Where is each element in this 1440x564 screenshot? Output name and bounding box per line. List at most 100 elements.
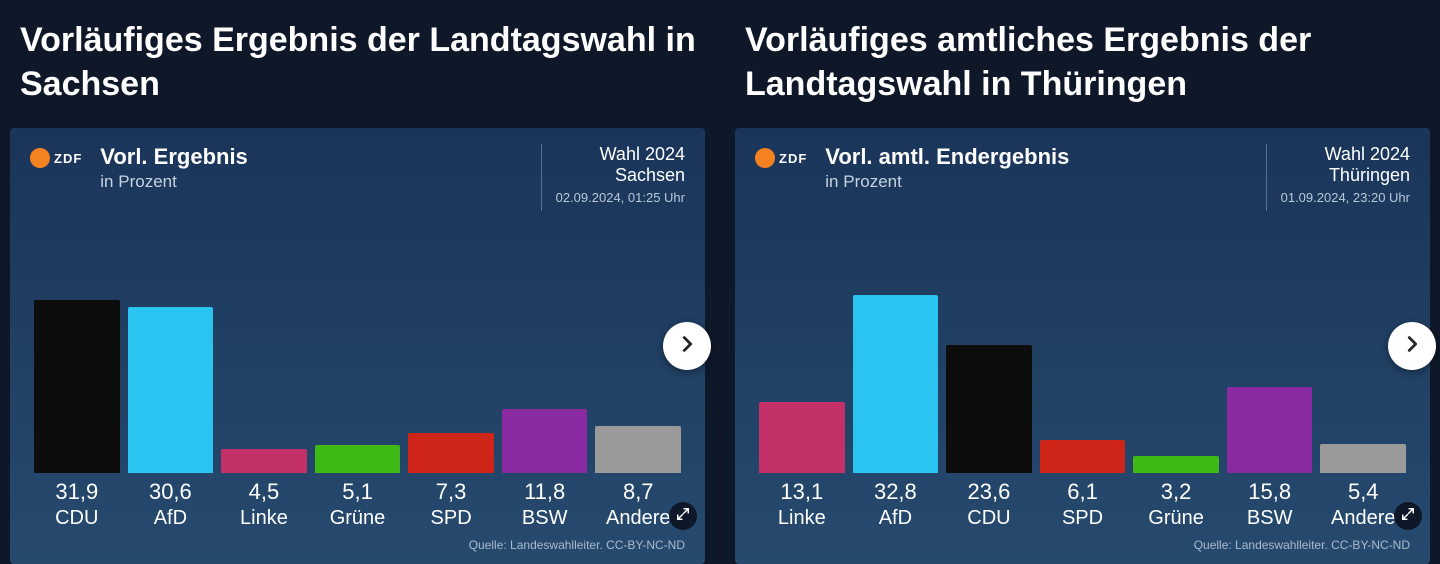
bar-label: Andere xyxy=(1320,507,1406,530)
chart-header: ZDF Vorl. amtl. Endergebnis in Prozent W… xyxy=(755,144,1410,211)
bar-container xyxy=(1133,283,1219,473)
chart-header-left: ZDF Vorl. Ergebnis in Prozent xyxy=(30,144,248,192)
zdf-logo: ZDF xyxy=(30,148,82,168)
bar xyxy=(221,449,307,473)
bar xyxy=(759,402,845,473)
bar-label: BSW xyxy=(1227,507,1313,530)
bar-value: 13,1 xyxy=(759,479,845,505)
bar-col-bsw: 15,8BSW xyxy=(1227,283,1313,530)
bar xyxy=(1133,456,1219,473)
expand-chart-button[interactable] xyxy=(1394,502,1422,530)
bar-label: Linke xyxy=(759,507,845,530)
bar-container xyxy=(1320,283,1406,473)
bar-value: 4,5 xyxy=(221,479,307,505)
next-chart-button[interactable] xyxy=(1388,322,1436,370)
bar-container xyxy=(408,283,494,473)
chart-source: Quelle: Landeswahlleiter. CC-BY-NC-ND xyxy=(30,538,685,552)
bar xyxy=(1320,444,1406,473)
chart-header: ZDF Vorl. Ergebnis in Prozent Wahl 2024 … xyxy=(30,144,685,211)
zdf-logo-icon xyxy=(755,148,775,168)
bar-label: Grüne xyxy=(1133,507,1219,530)
bar-label: BSW xyxy=(502,507,588,530)
bar xyxy=(1040,440,1126,473)
bar-label: CDU xyxy=(34,507,120,530)
zdf-logo: ZDF xyxy=(755,148,807,168)
bar-value: 7,3 xyxy=(408,479,494,505)
bar-container xyxy=(853,283,939,473)
meta-region: Thüringen xyxy=(1281,165,1410,186)
bar-value: 23,6 xyxy=(946,479,1032,505)
bar xyxy=(128,307,214,473)
meta-timestamp: 01.09.2024, 23:20 Uhr xyxy=(1281,190,1410,205)
bar-container xyxy=(595,283,681,473)
chart-title-block: Vorl. Ergebnis in Prozent xyxy=(100,144,248,192)
bar-col-afd: 30,6AfD xyxy=(128,283,214,530)
chart-subtitle: in Prozent xyxy=(100,172,248,192)
zdf-logo-icon xyxy=(30,148,50,168)
bar-label: SPD xyxy=(408,507,494,530)
bars-area: 13,1Linke32,8AfD23,6CDU6,1SPD3,2Grüne15,… xyxy=(755,221,1410,530)
chart-meta: Wahl 2024 Thüringen 01.09.2024, 23:20 Uh… xyxy=(1266,144,1410,211)
bar-value: 30,6 xyxy=(128,479,214,505)
chevron-right-icon xyxy=(1401,333,1423,360)
bar xyxy=(946,345,1032,473)
chart-subtitle: in Prozent xyxy=(825,172,1069,192)
bar xyxy=(408,433,494,473)
bar-value: 15,8 xyxy=(1227,479,1313,505)
meta-election: Wahl 2024 xyxy=(1281,144,1410,165)
headline: Vorläufiges Ergebnis der Landtagswahl in… xyxy=(20,18,705,106)
bar-value: 32,8 xyxy=(853,479,939,505)
bar-container xyxy=(946,283,1032,473)
chart-source: Quelle: Landeswahlleiter. CC-BY-NC-ND xyxy=(755,538,1410,552)
bar-col-grüne: 5,1Grüne xyxy=(315,283,401,530)
bar-col-bsw: 11,8BSW xyxy=(502,283,588,530)
bar-label: AfD xyxy=(853,507,939,530)
bar-label: CDU xyxy=(946,507,1032,530)
bar-label: Andere xyxy=(595,507,681,530)
bar-col-andere: 8,7Andere xyxy=(595,283,681,530)
bar-value: 5,1 xyxy=(315,479,401,505)
bars-area: 31,9CDU30,6AfD4,5Linke5,1Grüne7,3SPD11,8… xyxy=(30,221,685,530)
bar-value: 3,2 xyxy=(1133,479,1219,505)
panel-thueringen: Vorläufiges amtliches Ergebnis der Landt… xyxy=(735,0,1430,564)
chart-card-thueringen: ZDF Vorl. amtl. Endergebnis in Prozent W… xyxy=(735,128,1430,564)
bar-value: 31,9 xyxy=(34,479,120,505)
bar xyxy=(502,409,588,473)
bar xyxy=(1227,387,1313,473)
chart-meta: Wahl 2024 Sachsen 02.09.2024, 01:25 Uhr xyxy=(541,144,685,211)
chart-title: Vorl. amtl. Endergebnis xyxy=(825,144,1069,170)
bar xyxy=(853,295,939,473)
bar-value: 6,1 xyxy=(1040,479,1126,505)
expand-chart-button[interactable] xyxy=(669,502,697,530)
bar-container xyxy=(221,283,307,473)
chart-title-block: Vorl. amtl. Endergebnis in Prozent xyxy=(825,144,1069,192)
bar-label: Linke xyxy=(221,507,307,530)
bar-col-cdu: 23,6CDU xyxy=(946,283,1032,530)
bar-value: 11,8 xyxy=(502,479,588,505)
bar xyxy=(34,300,120,473)
panel-sachsen: Vorläufiges Ergebnis der Landtagswahl in… xyxy=(10,0,705,564)
bar xyxy=(315,445,401,473)
bar-value: 5,4 xyxy=(1320,479,1406,505)
bar-col-spd: 6,1SPD xyxy=(1040,283,1126,530)
meta-timestamp: 02.09.2024, 01:25 Uhr xyxy=(556,190,685,205)
expand-icon xyxy=(676,507,690,526)
chart-card-sachsen: ZDF Vorl. Ergebnis in Prozent Wahl 2024 … xyxy=(10,128,705,564)
bar-col-afd: 32,8AfD xyxy=(853,283,939,530)
bar-container xyxy=(759,283,845,473)
meta-region: Sachsen xyxy=(556,165,685,186)
expand-icon xyxy=(1401,507,1415,526)
chart-title: Vorl. Ergebnis xyxy=(100,144,248,170)
bar-container xyxy=(34,283,120,473)
next-chart-button[interactable] xyxy=(663,322,711,370)
bar-label: AfD xyxy=(128,507,214,530)
bar-label: SPD xyxy=(1040,507,1126,530)
bar-container xyxy=(1227,283,1313,473)
bar-col-spd: 7,3SPD xyxy=(408,283,494,530)
bar-col-cdu: 31,9CDU xyxy=(34,283,120,530)
headline: Vorläufiges amtliches Ergebnis der Landt… xyxy=(745,18,1430,106)
chevron-right-icon xyxy=(676,333,698,360)
bar-col-grüne: 3,2Grüne xyxy=(1133,283,1219,530)
bar-container xyxy=(315,283,401,473)
zdf-logo-text: ZDF xyxy=(54,151,82,166)
